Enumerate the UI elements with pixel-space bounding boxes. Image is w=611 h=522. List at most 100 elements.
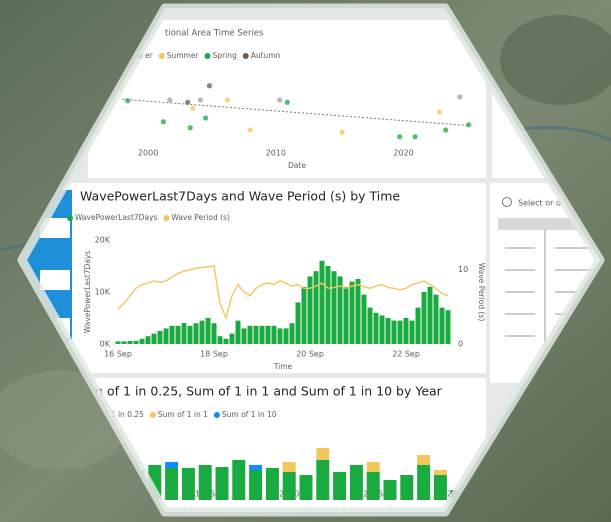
bar [326,266,331,344]
bar-segment [199,465,212,500]
bar [302,287,307,344]
scatter-point [198,97,203,102]
bar [380,315,385,344]
bar [248,326,253,344]
bar [218,336,223,344]
legend-label: er [145,51,154,60]
legend-marker [150,412,156,418]
bar [206,318,211,344]
bar-segment [400,475,413,500]
y-tick-label: 0K [100,340,111,349]
bar [296,302,301,344]
screenshot: Select or d tional Area Time SerieserSum… [0,0,611,522]
x-tick-label: 2020 [393,149,413,158]
x-tick-label: 22 Sep [392,350,420,359]
bar [308,276,313,344]
y-axis-title: WavePowerLast7Days [83,251,92,333]
bar [320,261,325,344]
legend-marker [159,53,165,59]
bar-segment [434,475,447,500]
y2-axis-title: Wave Period (s) [477,263,486,322]
bar [212,323,217,344]
bar-segment [417,455,430,465]
x-tick-label: 18 Sep [200,350,228,359]
bar [176,326,181,344]
bar [140,339,145,344]
bar [158,331,163,344]
chart-title: WavePowerLast7Days and Wave Period (s) b… [80,189,400,204]
scatter-point [185,100,190,105]
bar [398,321,403,344]
bar-segment [249,465,262,470]
x-tick-label: 20 Sep [296,350,324,359]
bar [224,339,229,344]
bar-segment [333,472,346,500]
legend-marker [205,53,211,59]
bar [122,341,127,344]
bar [134,341,139,344]
scatter-point [188,125,193,130]
scatter-point [190,106,195,111]
bar [362,295,367,344]
legend-label: Sum of 1 in 1 [158,410,208,419]
bar-segment [232,460,245,500]
legend-label: Sum of 1 in 10 [222,410,277,419]
bar [188,326,193,344]
bar-segment [384,480,397,500]
bar-segment [316,460,329,500]
legend-label: Spring [213,51,237,60]
bar [242,328,247,344]
bar [236,321,241,344]
bar [440,308,445,344]
bar-segment [216,467,229,500]
bar-segment [165,462,178,468]
x-axis-title: Time [273,362,293,371]
scatter-point [443,127,448,132]
bar-segment [249,470,262,500]
bar [200,321,205,344]
x-tick-label: 16 Sep [104,350,132,359]
bar-segment [316,448,329,460]
bar-segment [266,468,279,500]
bar [128,341,133,344]
chart-title: Sum of 1 in 0.25, Sum of 1 in 1 and Sum … [75,384,443,399]
scatter-point [125,98,130,103]
bar-segment [350,465,363,500]
bar [392,321,397,344]
legend-label: Autumn [251,51,281,60]
bar [254,326,259,344]
x-axis-title: Date [288,161,306,170]
bar-segment [367,472,380,500]
bar [404,318,409,344]
bar [314,271,319,344]
bar [164,328,169,344]
bar-segment [283,462,296,472]
bar [194,323,199,344]
legend-label: Summer [167,51,200,60]
scatter-point [207,83,212,88]
scatter-point [277,97,282,102]
bar [170,326,175,344]
scatter-point [285,100,290,105]
bar [278,328,283,344]
bar [356,279,361,344]
scatter-point [412,134,417,139]
legend-marker [163,215,169,221]
legend-marker [243,53,249,59]
bar [146,336,151,344]
bar [422,292,427,344]
scatter-point [466,122,471,127]
scatter-point [340,130,345,135]
bar-segment [182,468,195,500]
bar [350,282,355,344]
legend-marker [214,412,220,418]
scatter-point [397,134,402,139]
dropdown[interactable] [40,270,70,290]
bar [290,323,295,344]
bar-segment [367,462,380,472]
bar [374,313,379,344]
x-tick-label: 2010 [266,149,286,158]
bar [230,334,235,344]
bar-segment [165,468,178,500]
bar [332,271,337,344]
